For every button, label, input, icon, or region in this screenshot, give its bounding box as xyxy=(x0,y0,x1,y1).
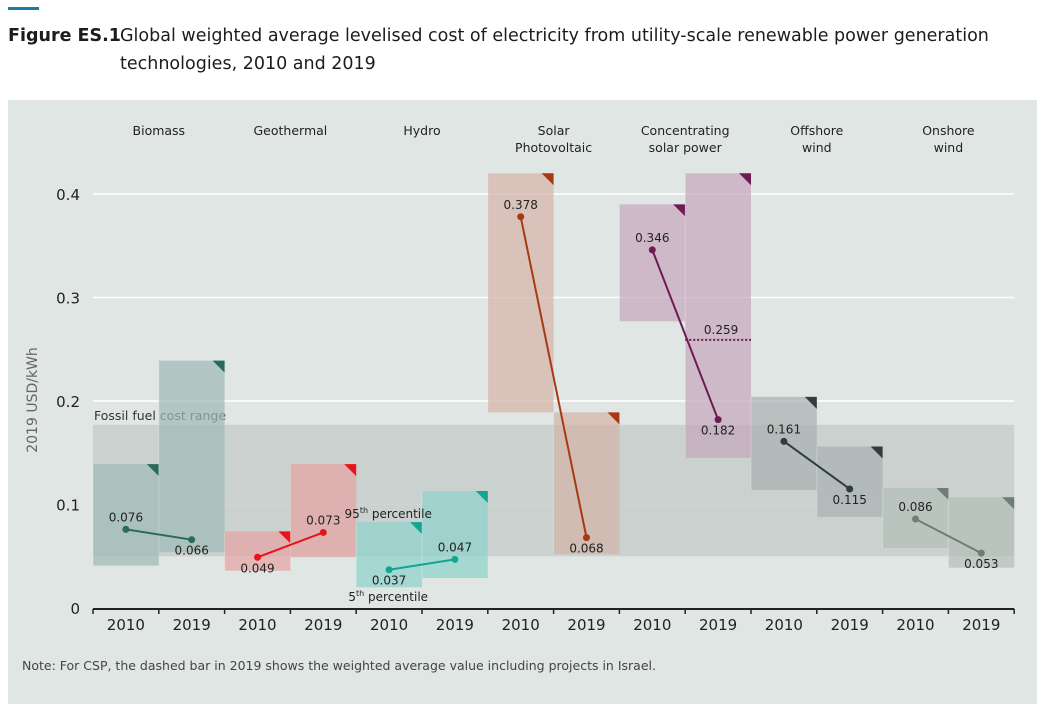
y-tick-label: 0.1 xyxy=(56,497,80,515)
x-tick-label: 2019 xyxy=(567,616,605,634)
category-label: Solar xyxy=(538,123,571,138)
range-box-offshore-wind-2019 xyxy=(816,446,883,517)
x-tick-label: 2010 xyxy=(238,616,276,634)
corner-marker xyxy=(410,522,422,535)
value-label: 0.049 xyxy=(240,561,274,575)
range-box-biomass-2010 xyxy=(93,464,159,566)
accent-bar xyxy=(8,7,39,10)
x-tick-label: 2010 xyxy=(633,616,671,634)
value-label: 0.053 xyxy=(964,557,998,571)
avg-point xyxy=(319,528,327,536)
avg-point xyxy=(451,555,459,563)
y-tick-label: 0.2 xyxy=(56,393,80,411)
value-label: 0.182 xyxy=(701,424,735,438)
range-box-geothermal-2010 xyxy=(224,531,291,571)
range-box-concentrating-solar-power-2010 xyxy=(619,204,686,322)
figure-label: Figure ES.1 xyxy=(8,26,121,46)
y-tick-label: 0 xyxy=(70,600,80,618)
category-label: wind xyxy=(934,140,964,155)
corner-marker xyxy=(475,491,488,504)
avg-point xyxy=(583,534,590,542)
avg-point xyxy=(517,213,525,221)
trend-line xyxy=(783,440,851,490)
trend-line xyxy=(651,249,720,420)
x-tick-label: 2019 xyxy=(699,616,737,634)
category-label: wind xyxy=(802,140,832,155)
x-tick-label: 2010 xyxy=(107,616,145,634)
avg-point xyxy=(648,246,656,254)
avg-point xyxy=(780,437,788,445)
x-tick-label: 2019 xyxy=(962,616,1000,634)
x-tick-label: 2019 xyxy=(304,616,342,634)
value-label: 0.073 xyxy=(306,513,340,527)
x-tick-label: 2010 xyxy=(370,616,408,634)
x-tick-label: 2010 xyxy=(765,616,803,634)
value-label: 0.047 xyxy=(438,540,472,554)
range-box-hydro-2010 xyxy=(356,522,422,588)
category-label: Offshore xyxy=(790,123,843,138)
percentile-95-annotation: 95th percentile xyxy=(345,506,432,521)
avg-point xyxy=(846,485,854,493)
corner-marker xyxy=(344,464,357,477)
value-label: 0.068 xyxy=(569,542,603,556)
value-label: 0.115 xyxy=(833,493,867,507)
value-label: 0.161 xyxy=(767,422,801,436)
x-tick-label: 2010 xyxy=(502,616,540,634)
range-box-solar-photovoltaic-2010 xyxy=(487,173,554,413)
corner-marker xyxy=(804,396,817,409)
category-label: Geothermal xyxy=(254,123,328,138)
avg-point xyxy=(122,525,130,533)
range-box-biomass-2019 xyxy=(158,360,225,553)
y-tick-label: 0.3 xyxy=(56,290,80,308)
range-box-hydro-2019 xyxy=(422,491,488,578)
category-label: Biomass xyxy=(133,123,186,138)
y-tick-label: 0.4 xyxy=(56,186,80,204)
trend-line xyxy=(257,531,324,559)
corner-marker xyxy=(739,173,751,186)
value-label: 0.086 xyxy=(898,500,932,514)
value-label: 0.346 xyxy=(635,231,669,245)
category-label: Hydro xyxy=(403,123,440,138)
y-axis-label: 2019 USD/kWh xyxy=(25,347,41,453)
corner-marker xyxy=(212,360,225,373)
x-tick-label: 2010 xyxy=(896,616,934,634)
category-label: Onshore xyxy=(922,123,975,138)
category-label: Concentrating xyxy=(641,123,730,138)
value-label: 0.076 xyxy=(109,510,143,524)
value-label: 0.378 xyxy=(504,198,538,212)
corner-marker xyxy=(541,173,554,186)
x-tick-label: 2019 xyxy=(173,616,211,634)
percentile-5-annotation: 5th percentile xyxy=(348,589,428,604)
avg-point xyxy=(385,566,393,574)
corner-marker xyxy=(1002,497,1015,510)
corner-marker xyxy=(146,464,159,477)
figure-note: Note: For CSP, the dashed bar in 2019 sh… xyxy=(22,658,656,673)
avg-point xyxy=(254,553,261,561)
corner-marker xyxy=(936,487,949,500)
value-label: 0.066 xyxy=(175,544,209,558)
trend-line xyxy=(519,216,588,538)
corner-marker xyxy=(673,204,686,217)
avg-point xyxy=(188,536,196,544)
range-box-concentrating-solar-power-2019 xyxy=(685,173,751,458)
category-label: Photovoltaic xyxy=(515,140,592,155)
dashed-average-label: 0.259 xyxy=(704,323,738,337)
trend-line xyxy=(915,518,982,555)
value-label: 0.037 xyxy=(372,574,406,588)
trend-line xyxy=(388,558,456,571)
avg-point xyxy=(977,549,985,557)
avg-point xyxy=(912,515,919,523)
avg-point xyxy=(714,416,722,424)
category-label: solar power xyxy=(649,140,723,155)
x-tick-label: 2019 xyxy=(436,616,474,634)
corner-marker xyxy=(607,412,620,425)
figure-title-text: Global weighted average levelised cost o… xyxy=(120,26,989,74)
range-box-solar-photovoltaic-2019 xyxy=(553,412,620,555)
trend-line xyxy=(125,528,192,541)
x-tick-label: 2019 xyxy=(831,616,869,634)
corner-marker xyxy=(870,446,883,459)
corner-marker xyxy=(278,531,291,544)
